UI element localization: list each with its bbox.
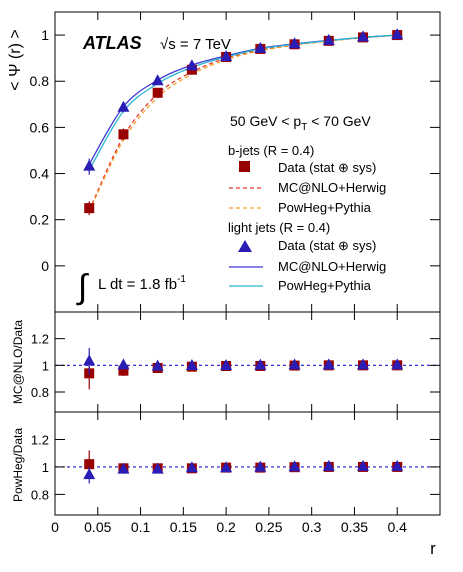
p1-s1-point-1 xyxy=(117,358,130,370)
legend-light-data-label: Data (stat ⊕ sys) xyxy=(278,238,376,253)
p0-s0-point-1 xyxy=(118,129,129,140)
legend-light-data-marker xyxy=(238,240,252,252)
atlas-label: ATLAS xyxy=(82,33,142,53)
legend: b-jets (R = 0.4) Data (stat ⊕ sys) MC@NL… xyxy=(228,143,386,293)
p0-ytick-label-2: 0.4 xyxy=(30,166,50,182)
legend-light-mcnlo-label: MC@NLO+Herwig xyxy=(278,259,386,274)
integral-symbol: ∫ xyxy=(76,268,89,306)
xtick-label-1: 0.05 xyxy=(84,519,111,535)
p0-s0-point-0 xyxy=(84,203,95,214)
p2-s1-point-5 xyxy=(254,460,267,472)
p0-ytick-label-0: 0 xyxy=(41,258,49,274)
p2-ytick-label-0: 0.8 xyxy=(31,487,49,502)
xtick-label-2: 0.1 xyxy=(131,519,151,535)
p1-s1-point-3 xyxy=(185,359,198,370)
p2-ytick-label-2: 1.2 xyxy=(31,432,49,447)
p0-s1-point-0 xyxy=(83,159,96,171)
p0-ytick-label-5: 1 xyxy=(41,27,49,43)
p0-s1-point-1 xyxy=(117,100,130,112)
p0-s1-point-5 xyxy=(254,41,267,53)
p0-s1-point-7 xyxy=(322,33,335,45)
p1-s1-point-6 xyxy=(288,358,301,370)
p0-ytick-label-1: 0.2 xyxy=(30,212,50,228)
luminosity-label: L dt = 1.8 fb-1 xyxy=(98,274,186,293)
p2-s1-point-4 xyxy=(220,461,233,473)
p2-s1-point-3 xyxy=(185,461,198,473)
xtick-label-7: 0.35 xyxy=(341,519,368,535)
p0-s1-point-9 xyxy=(391,28,404,40)
p2-s0-point-0 xyxy=(84,459,95,470)
legend-light-powheg-label: PowHeg+Pythia xyxy=(278,278,372,293)
p1-s0-point-1 xyxy=(118,365,129,376)
xtick-label-0: 0 xyxy=(51,519,59,535)
p2-s1-point-8 xyxy=(357,459,369,471)
legend-bjets-data-marker xyxy=(239,161,250,172)
p1-s1-point-5 xyxy=(254,358,267,370)
main-y-axis-label: < Ψ (r) > xyxy=(7,29,24,90)
p1-ytick-label-1: 1 xyxy=(42,358,49,373)
p2-s1-point-7 xyxy=(322,459,335,471)
legend-bjets-header: b-jets (R = 0.4) xyxy=(228,143,314,158)
xtick-label-8: 0.4 xyxy=(387,519,407,535)
p0-series-line-5 xyxy=(88,34,398,171)
legend-bjets-data-label: Data (stat ⊕ sys) xyxy=(278,160,376,175)
p1-ytick-label-0: 0.8 xyxy=(31,385,49,400)
p0-s1-point-2 xyxy=(151,74,164,86)
p2-s1-point-6 xyxy=(288,460,301,472)
xtick-label-5: 0.25 xyxy=(255,519,282,535)
pt-range-label: 50 GeV < pT < 70 GeV xyxy=(230,113,371,133)
p1-s1-point-2 xyxy=(151,359,164,371)
p0-ytick-label-3: 0.6 xyxy=(30,119,50,135)
p1-s1-point-8 xyxy=(357,358,369,370)
p2-s1-point-9 xyxy=(391,459,404,471)
p1-ytick-label-2: 1.2 xyxy=(31,332,49,347)
ratio1-plot-frame xyxy=(54,311,441,413)
legend-light-header: light jets (R = 0.4) xyxy=(228,220,330,235)
p1-s1-point-7 xyxy=(322,358,335,370)
p1-s1-point-4 xyxy=(220,359,233,370)
p2-s1-point-1 xyxy=(117,462,130,474)
ratio2-plot-frame xyxy=(54,411,441,516)
p0-s0-point-2 xyxy=(152,87,163,98)
xtick-label-4: 0.2 xyxy=(216,519,236,535)
p0-s1-point-4 xyxy=(220,50,233,61)
xtick-label-3: 0.15 xyxy=(170,519,197,535)
p0-s1-point-6 xyxy=(288,37,301,49)
p0-series-line-2 xyxy=(88,34,398,211)
ratio2-y-axis-label: PowHeg/Data xyxy=(11,428,25,502)
p1-s1-point-0 xyxy=(83,354,96,366)
xtick-label-6: 0.3 xyxy=(302,519,322,535)
legend-bjets-powheg-label: PowHeg+Pythia xyxy=(278,200,372,215)
p1-s1-point-9 xyxy=(391,358,404,370)
x-axis-label: r xyxy=(430,539,436,558)
p0-ytick-label-4: 0.8 xyxy=(30,73,50,89)
legend-bjets-mcnlo-label: MC@NLO+Herwig xyxy=(278,180,386,195)
p0-s1-point-8 xyxy=(357,30,369,42)
energy-label: √s = 7 TeV xyxy=(160,36,231,53)
p2-s1-point-0 xyxy=(83,468,96,480)
p0-s1-point-3 xyxy=(185,59,198,71)
p2-ytick-label-1: 1 xyxy=(42,460,49,475)
ratio1-y-axis-label: MC@NLO/Data xyxy=(11,320,25,405)
p2-s1-point-2 xyxy=(151,462,164,474)
